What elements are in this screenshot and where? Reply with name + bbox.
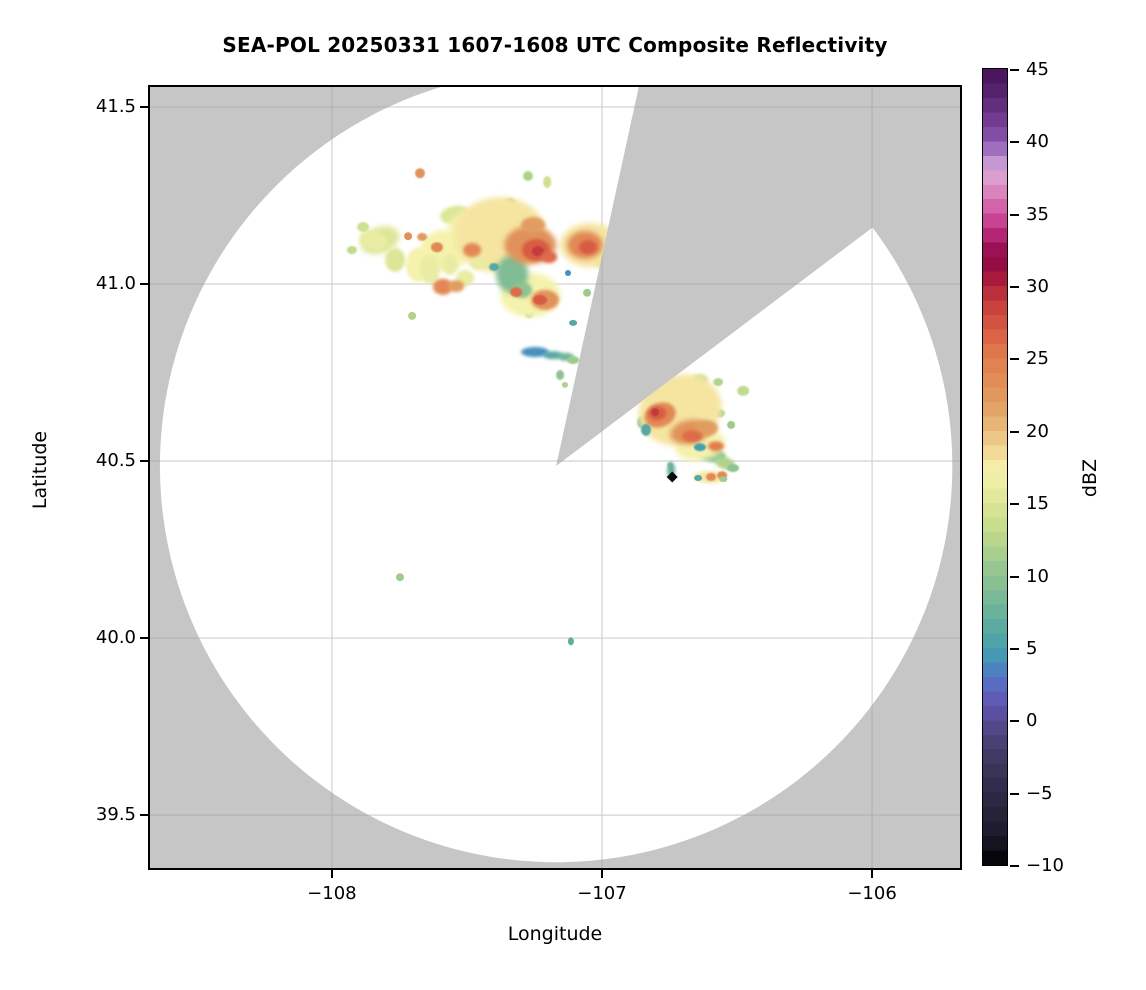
axes-border (148, 85, 962, 870)
echo-blob (713, 378, 724, 387)
colorbar-tick-mark (1010, 575, 1019, 578)
echo-blob (431, 242, 443, 253)
echo-blob (556, 370, 565, 380)
echo-blob (521, 347, 549, 357)
echo-blob (532, 246, 544, 257)
y-tick-mark (140, 637, 148, 640)
x-axis-label: Longitude (507, 923, 603, 945)
colorbar-tick-mark (1010, 69, 1019, 71)
echo-blob (415, 168, 425, 179)
y-axis-label: Latitude (29, 430, 51, 510)
colorbar-tick-label: 25 (1026, 348, 1049, 370)
echo-blob (385, 247, 406, 272)
echo-blob (543, 176, 552, 188)
echo-blob (708, 441, 724, 452)
x-tick-label: −106 (847, 883, 897, 904)
colorbar-tick-mark (1010, 286, 1019, 289)
colorbar-tick-label: 40 (1026, 131, 1049, 153)
x-tick-mark (600, 870, 603, 878)
x-tick-label: −108 (307, 883, 357, 904)
y-tick-mark (140, 460, 148, 463)
echo-blob (396, 573, 404, 582)
echo-blob (567, 356, 580, 365)
echo-blob (523, 171, 533, 181)
echo-blob (489, 263, 499, 271)
colorbar-tick-label: 10 (1026, 565, 1049, 587)
echo-blob (408, 311, 417, 320)
colorbar-tick-mark (1010, 720, 1019, 723)
echo-blob (706, 473, 717, 481)
echo-blob (578, 240, 597, 255)
echo-blob (694, 475, 703, 481)
x-tick-mark (330, 870, 333, 878)
colorbar-tick-label: 35 (1026, 203, 1049, 225)
y-tick-label: 41.0 (95, 272, 136, 294)
y-tick-label: 39.5 (95, 804, 136, 826)
echo-blob (694, 420, 719, 437)
colorbar-tick-mark (1010, 865, 1019, 867)
echo-blob (567, 637, 574, 646)
colorbar (982, 68, 1009, 867)
echo-blob (694, 443, 706, 452)
x-tick-label: −107 (577, 883, 627, 904)
echo-blob (448, 280, 465, 293)
colorbar-tick-mark (1010, 792, 1019, 795)
echo-blob (533, 294, 548, 305)
radar-scan-coverage (159, 69, 953, 863)
echo-blob (357, 222, 369, 232)
echo-blob (719, 476, 728, 483)
echo-blob (543, 351, 564, 360)
colorbar-tick-label: 20 (1026, 420, 1049, 442)
echo-blob (404, 232, 413, 241)
echo-blob (463, 243, 482, 257)
y-tick-mark (140, 105, 148, 108)
radar-plot-svg (148, 69, 962, 870)
y-tick-label: 41.5 (95, 95, 136, 117)
echo-blob (737, 385, 750, 396)
y-tick-label: 40.0 (95, 627, 136, 649)
echo-blob (346, 246, 357, 254)
echo-blob (541, 251, 558, 264)
echo-blob (417, 232, 428, 241)
plot-title: SEA-POL 20250331 1607-1608 UTC Composite… (222, 33, 888, 57)
colorbar-tick-label: −10 (1026, 855, 1064, 876)
colorbar-tick-mark (1010, 213, 1019, 216)
echo-blob (521, 216, 546, 233)
echo-blob (727, 464, 739, 473)
colorbar-tick-label: 45 (1026, 59, 1049, 80)
echo-blob (682, 430, 703, 443)
echo-blob (569, 319, 578, 326)
x-tick-mark (871, 870, 874, 878)
colorbar-tick-mark (1010, 358, 1019, 361)
echo-blob (359, 230, 387, 250)
colorbar-tick-label: 15 (1026, 493, 1049, 515)
echo-blob (432, 278, 453, 295)
y-tick-mark (140, 814, 148, 817)
colorbar-tick-mark (1010, 647, 1019, 650)
plot-area (148, 69, 962, 870)
echo-blob (510, 287, 523, 298)
y-tick-mark (140, 282, 148, 285)
echo-blob (562, 381, 568, 388)
echo-blob (641, 423, 651, 436)
colorbar-tick-label: 5 (1026, 637, 1038, 659)
echo-blob (583, 288, 592, 297)
echo-blob (470, 254, 486, 270)
reflectivity-echoes (346, 168, 750, 646)
colorbar-tick-mark (1010, 503, 1019, 506)
echo-blob (651, 408, 660, 417)
echo-blob (441, 254, 458, 275)
echo-blob (565, 270, 571, 276)
low-dbz-diamond-marker (666, 471, 678, 483)
colorbar-tick-mark (1010, 141, 1019, 144)
echo-blob (727, 420, 736, 429)
colorbar-tick-mark (1010, 430, 1019, 433)
colorbar-tick-label: −5 (1026, 782, 1053, 804)
y-tick-label: 40.5 (95, 450, 136, 472)
echo-blob (420, 255, 440, 284)
colorbar-tick-label: 0 (1026, 710, 1038, 732)
colorbar-tick-label: 30 (1026, 276, 1049, 298)
